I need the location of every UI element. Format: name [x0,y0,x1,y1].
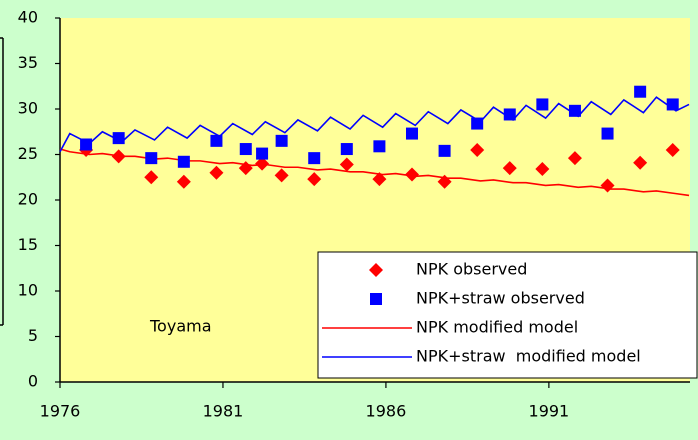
marker [210,134,223,147]
marker [536,98,549,111]
marker [239,143,252,156]
marker [144,170,159,185]
marker [600,178,615,193]
x-tick-label: 1991 [529,402,570,421]
legend-label: NPK modified model [416,318,578,337]
legend-marker [369,263,383,277]
marker [438,144,451,157]
model-line [59,148,690,197]
marker [176,174,191,189]
marker [372,172,387,187]
marker [567,151,582,166]
marker [503,108,516,121]
marker [112,132,125,145]
marker [307,172,322,187]
annotation: Toyama [149,317,212,336]
marker [471,117,484,130]
marker [177,155,190,168]
y-tick-label: 15 [18,235,38,254]
plot [55,17,690,388]
y-tick-label: 5 [28,326,38,345]
marker [535,162,550,177]
marker [601,127,614,140]
legend-label: NPK observed [416,260,527,279]
marker [502,161,517,176]
marker [275,134,288,147]
marker [339,157,354,172]
y-tick-label: 10 [18,281,38,300]
marker [308,152,321,165]
marker [340,143,353,156]
marker [209,165,224,180]
marker [373,140,386,153]
marker [634,85,647,98]
marker [111,149,126,164]
x-tick-label: 1976 [40,402,81,421]
legend-marker [370,293,382,305]
y-tick-label: 20 [18,190,38,209]
marker [274,168,289,183]
marker [238,161,253,176]
marker [568,104,581,117]
marker [633,155,648,170]
model-line [59,96,690,153]
y-tick-label: 40 [18,8,38,27]
y-tick-label: 25 [18,144,38,163]
y-tick-label: 0 [28,372,38,391]
y-tick-label: 35 [18,53,38,72]
marker [470,142,485,157]
marker [437,174,452,189]
marker [80,138,93,151]
marker [255,156,270,171]
y-tick-label: 30 [18,99,38,118]
marker [405,127,418,140]
x-tick-label: 1981 [203,402,244,421]
marker [666,98,679,111]
legend-label: NPK+straw modified model [416,347,641,366]
x-tick-label: 1986 [366,402,407,421]
marker [404,167,419,182]
legend-label: NPK+straw observed [416,289,585,308]
marker [145,152,158,165]
marker [256,147,269,160]
legend: NPK observed NPK+straw observed NPK modifi… [317,251,698,379]
marker [665,142,680,157]
